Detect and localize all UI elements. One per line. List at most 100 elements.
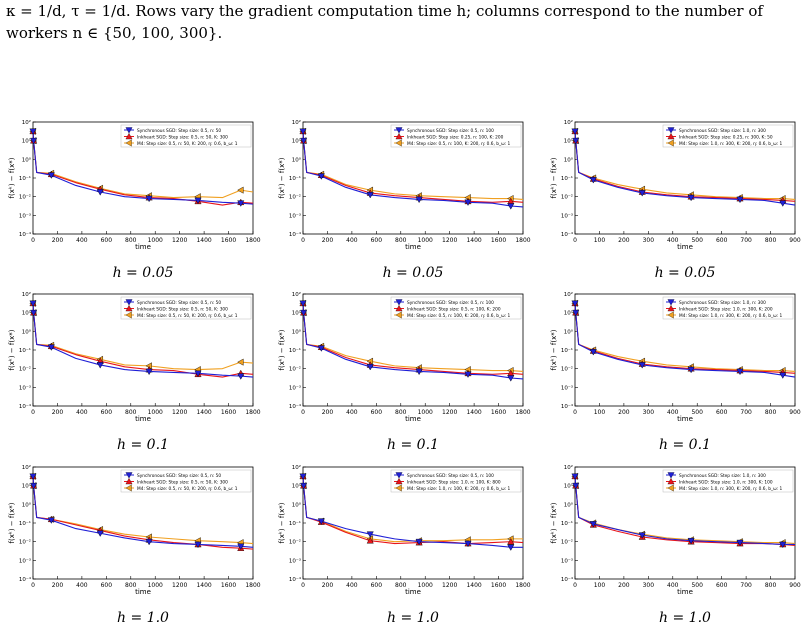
series-point [317,345,325,352]
series-point [299,473,307,480]
x-tick-label: 1600 [221,409,236,416]
x-tick-label: 400 [76,409,88,416]
series-point [317,173,325,180]
x-tick-label: 500 [691,237,703,244]
legend-entry: M4: Step size: 0.5, n: 100, K: 200, η: 0… [407,313,511,319]
legend-box [390,124,522,148]
plot-svg: 10⁻⁴ 10⁻³ 10⁻² 10⁻¹ 10⁰ 10¹ 10² 0 100 200 300 400 50… [550,464,801,596]
legend-marker [667,304,675,312]
y-axis-label: f(xᵏ) − f(x*) [8,157,16,198]
y-tick-label: 10² [22,291,31,298]
x-tick-label: 500 [691,409,703,416]
y-tick-label: 10⁻³ [19,557,31,564]
series-point [29,300,37,307]
x-tick-label: 400 [667,237,679,244]
series-point [237,200,245,207]
series-line-synchronous-sgd [302,476,523,548]
legend-marker [667,139,674,147]
y-tick-label: 10⁻⁴ [19,231,32,238]
series-point [736,539,744,547]
x-tick-label: 600 [716,582,728,589]
x-axis-label: time [135,243,151,251]
x-tick-label: 1400 [196,237,211,244]
y-tick-label: 10² [564,119,573,126]
y-axis-label: f(xᵏ) − f(x*) [278,157,286,198]
plot-svg: 10⁻⁴ 10⁻³ 10⁻² 10⁻¹ 10⁰ 10¹ 10² 0 100 200 300 400 50… [550,291,801,423]
x-tick-label: 1000 [418,582,433,589]
legend: Synchronous SGD: Step size: 0.5, n: 50In… [120,296,252,320]
x-tick-label: 0 [573,237,577,244]
legend-marker [667,132,675,140]
legend-marker [395,311,402,319]
x-axis-label: time [677,243,693,251]
x-tick-label: 1400 [466,237,481,244]
legend-entry: Synchronous SGD: Step size: 0.5, n: 50 [137,473,221,479]
x-tick-label: 1200 [172,237,187,244]
y-tick-label: 10² [22,464,31,471]
series-point [47,517,55,524]
y-tick-label: 10⁰ [22,156,32,163]
y-tick-label: 10⁻³ [289,384,301,391]
y-tick-label: 10⁻² [561,539,573,546]
x-tick-label: 0 [31,409,35,416]
legend-marker [125,304,133,312]
x-tick-label: 1200 [442,237,457,244]
x-tick-label: 1200 [442,409,457,416]
legend: Synchronous SGD: Step size: 0.5, n: 100I… [390,296,522,320]
legend-marker [125,139,132,147]
x-axis-label: time [135,588,151,596]
series-point [194,370,202,377]
x-tick-label: 800 [125,237,137,244]
y-tick-label: 10¹ [292,310,301,317]
x-tick-label: 1800 [245,237,260,244]
y-tick-label: 10⁻⁴ [289,576,302,583]
x-tick-label: 600 [371,409,383,416]
plot-svg: 10⁻⁴ 10⁻³ 10⁻² 10⁻¹ 10⁰ 10¹ 10² 0 200 400 600 800 10… [278,119,531,251]
y-tick-label: 10⁻⁴ [289,403,302,410]
x-tick-label: 1600 [491,409,506,416]
series-point [366,537,374,544]
x-tick-label: 100 [594,409,606,416]
x-tick-label: 1200 [172,409,187,416]
x-tick-label: 1000 [418,237,433,244]
x-tick-label: 200 [618,237,630,244]
legend-entry: Inkheart SGD: Step size: 1.0, n: 100, K:… [407,479,501,485]
x-tick-label: 500 [691,582,703,589]
y-tick-label: 10⁻¹ [289,520,301,527]
x-tick-label: 700 [740,409,752,416]
x-tick-label: 400 [76,582,88,589]
x-tick-label: 600 [716,409,728,416]
x-tick-label: 0 [31,237,35,244]
subplot-r0-c0: 10⁻⁴ 10⁻³ 10⁻² 10⁻¹ 10⁰ 10¹ 10² 0 200 400 600 800 10… [6,118,266,263]
legend-marker [395,127,403,134]
y-tick-label: 10² [292,464,301,471]
y-tick-label: 10⁻² [19,539,31,546]
y-tick-label: 10⁰ [22,328,32,335]
series-point [779,200,787,207]
series-point [415,538,423,546]
y-tick-label: 10⁻⁴ [19,403,32,410]
x-tick-label: 100 [594,582,606,589]
x-tick-label: 0 [301,582,305,589]
legend-marker [395,132,403,140]
series-point [300,137,308,145]
x-tick-label: 800 [765,237,777,244]
legend-entry: Synchronous SGD: Step size: 0.5, n: 50 [137,128,221,134]
legend: Synchronous SGD: Step size: 1.0, n: 300I… [662,124,794,148]
x-tick-label: 1400 [196,582,211,589]
y-tick-label: 10⁻³ [19,384,31,391]
x-tick-label: 400 [667,409,679,416]
y-tick-label: 10² [564,291,573,298]
series-line-synchronous-sgd [302,303,524,380]
series-point [96,189,104,196]
x-tick-label: 1600 [221,582,236,589]
subplot-caption: h = 0.05 [382,265,444,281]
legend-entry: M4: Step size: 0.5, n: 100, K: 200, η: 0… [407,141,511,147]
x-tick-label: 400 [346,582,358,589]
series-point [366,192,374,199]
series-point [299,300,307,307]
series-point [237,543,245,550]
legend-marker [395,472,403,479]
legend: Synchronous SGD: Step size: 0.5, n: 100I… [390,124,522,148]
legend-marker [125,472,133,479]
